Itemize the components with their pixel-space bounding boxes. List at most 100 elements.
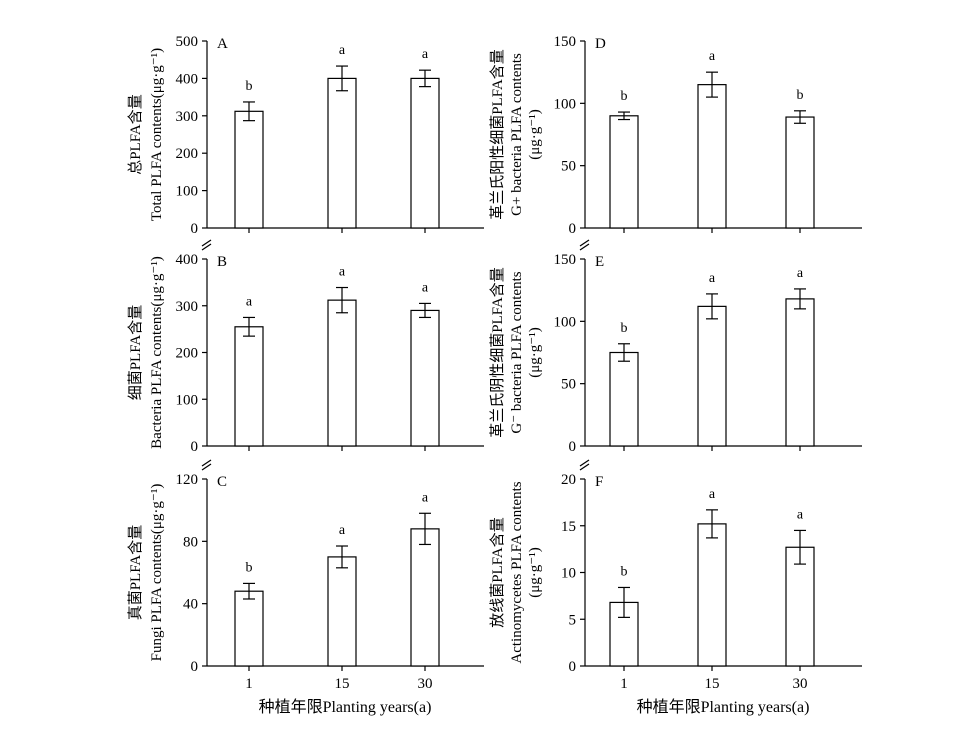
- axis-break-mark: [579, 243, 590, 251]
- x-tick-label: 30: [418, 676, 433, 692]
- y-tick-label: 50: [561, 159, 576, 175]
- panel-e: 0 50 100 150 Eb a a 革兰氏阴性细菌PLFA含量 G⁻ bacteria PL…: [489, 252, 862, 455]
- x-tick-label: 1: [620, 676, 628, 692]
- y-tick-label: 100: [554, 96, 577, 112]
- panel-d: 0 50 100 150 Db a b 革兰氏阳性细菌PLFA含量 G+ bacteria PL…: [489, 34, 862, 237]
- ylabel-en: G⁻ bacteria PLFA contents: [509, 271, 525, 433]
- x-tick-label: 1: [245, 676, 253, 692]
- ylabel-cn: 细菌PLFA含量: [127, 305, 144, 401]
- significance-letter: a: [339, 265, 346, 280]
- significance-letter: b: [246, 560, 253, 575]
- y-tick-label: 500: [176, 34, 199, 50]
- x-tick-label: 15: [335, 676, 350, 692]
- bar: [697, 305, 727, 447]
- ylabel-cn: 真菌PLFA含量: [126, 525, 144, 621]
- axis-break-mark: [201, 459, 212, 467]
- x-tick-label: 15: [705, 676, 720, 692]
- panel-letter: E: [595, 254, 604, 270]
- ylabel-en: Total PLFA contents(μg·g⁻¹): [149, 48, 165, 221]
- axis-break-mark: [201, 463, 212, 471]
- ylabel-en: Bacteria PLFA contents(μg·g⁻¹): [149, 256, 165, 449]
- y-tick-label: 100: [176, 184, 199, 200]
- ylabel-en: Actinomycetes PLFA contents: [509, 481, 525, 663]
- significance-letter: a: [422, 280, 429, 295]
- x-axis-label-left: 种植年限Planting years(a): [259, 698, 432, 716]
- bar: [410, 309, 440, 447]
- bar: [785, 116, 815, 229]
- significance-letter: a: [422, 490, 429, 505]
- bar: [785, 546, 815, 667]
- y-tick-label: 5: [569, 612, 577, 628]
- panel-letter: C: [217, 474, 227, 490]
- ylabel-cn: 总PLFA含量: [127, 94, 144, 175]
- panel-a: 0 100 200 300 400 500 Ab a a 总PLFA含量 Total PLFA co…: [127, 34, 484, 237]
- significance-letter: a: [339, 523, 346, 538]
- bar: [234, 326, 264, 447]
- bar: [234, 110, 264, 229]
- y-tick-label: 100: [176, 392, 199, 408]
- bar: [609, 115, 639, 229]
- y-tick-label: 80: [183, 534, 198, 550]
- ylabel-unit: (μg·g⁻¹): [527, 547, 543, 597]
- panel-c: 0 40 80 120 1 15 30 Cb a a 真菌PLFA含量 Fungi PLFA cont…: [126, 472, 484, 692]
- significance-letter: a: [797, 507, 804, 522]
- bar: [327, 77, 357, 229]
- ylabel-unit: (μg·g⁻¹): [527, 327, 543, 377]
- axis-break-gap: [201, 241, 213, 249]
- ylabel-en: Fungi PLFA contents(μg·g⁻¹): [149, 484, 165, 662]
- ylabel-cn: 革兰氏阳性细菌PLFA含量: [489, 49, 506, 220]
- bar: [697, 84, 727, 229]
- ylabel-en: G+ bacteria PLFA contents: [509, 53, 525, 216]
- y-tick-label: 0: [569, 659, 577, 675]
- significance-letter: a: [797, 266, 804, 281]
- bar: [410, 528, 440, 667]
- axis-break-gap: [201, 461, 213, 469]
- y-tick-label: 0: [191, 659, 199, 675]
- significance-letter: b: [621, 89, 628, 104]
- x-tick-label: 30: [793, 676, 808, 692]
- y-tick-label: 300: [176, 109, 199, 125]
- bar: [327, 299, 357, 447]
- axis-break-gap: [579, 461, 591, 469]
- y-tick-label: 15: [561, 519, 576, 535]
- axis-break-mark: [201, 239, 212, 247]
- panel-f: 0 5 10 15 20 1 15 30 Fb a a 放线菌PLFA含量 Actinomycetes …: [489, 472, 862, 692]
- ylabel-unit: (μg·g⁻¹): [527, 109, 543, 159]
- significance-letter: a: [339, 43, 346, 58]
- y-tick-label: 10: [561, 566, 576, 582]
- y-tick-label: 50: [561, 377, 576, 393]
- y-tick-label: 200: [176, 346, 199, 362]
- bar: [234, 590, 264, 667]
- axis-break-gap: [579, 241, 591, 249]
- significance-letter: b: [246, 79, 253, 94]
- axis-break-mark: [201, 243, 212, 251]
- x-axis-label-right: 种植年限Planting years(a): [637, 698, 810, 716]
- ylabel-cn: 放线菌PLFA含量: [489, 517, 506, 628]
- y-tick-label: 400: [176, 71, 199, 87]
- panel-letter: F: [595, 474, 603, 490]
- axis-break-mark: [579, 239, 590, 247]
- significance-letter: a: [709, 49, 716, 64]
- significance-letter: a: [709, 487, 716, 502]
- panel-letter: A: [217, 36, 228, 52]
- significance-letter: a: [422, 47, 429, 62]
- panel-letter: B: [217, 254, 227, 270]
- y-tick-label: 0: [191, 221, 199, 237]
- bar: [785, 298, 815, 447]
- y-tick-label: 150: [554, 34, 577, 50]
- bar: [609, 351, 639, 447]
- y-tick-label: 100: [554, 314, 577, 330]
- bar: [327, 556, 357, 667]
- axis-break-mark: [579, 463, 590, 471]
- ylabel-cn: 革兰氏阴性细菌PLFA含量: [489, 267, 506, 438]
- panel-b: 0 100 200 300 400 Ba a a 细菌PLFA含量 Bacteria PLFA c…: [127, 252, 484, 455]
- significance-letter: b: [797, 88, 804, 103]
- significance-letter: b: [621, 564, 628, 579]
- y-tick-label: 120: [176, 472, 199, 488]
- y-tick-label: 0: [191, 439, 199, 455]
- y-tick-label: 200: [176, 146, 199, 162]
- bar: [410, 77, 440, 229]
- y-tick-label: 20: [561, 472, 576, 488]
- axis-break-mark: [579, 459, 590, 467]
